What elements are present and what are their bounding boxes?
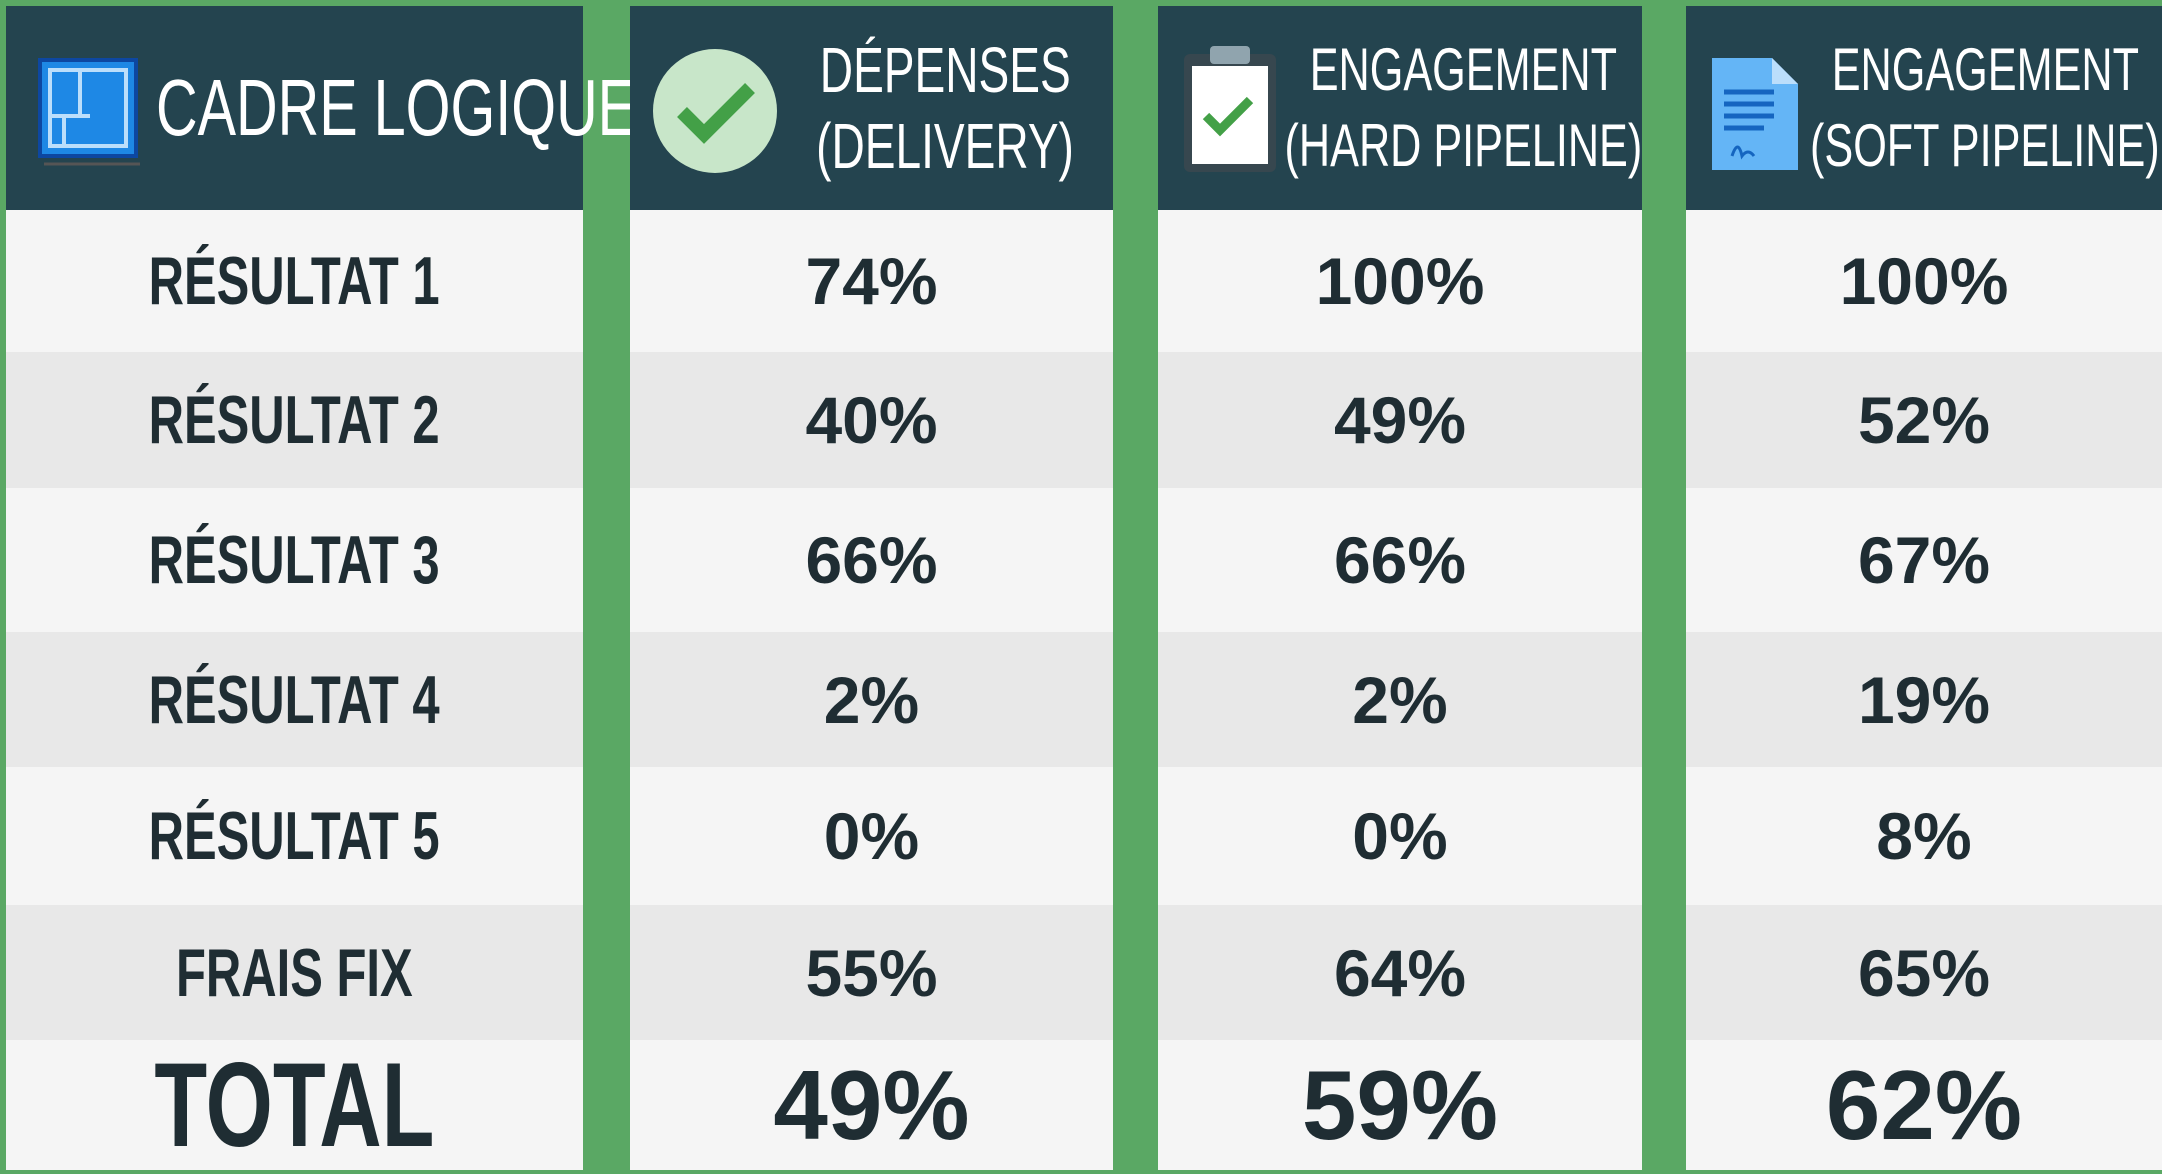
value-text: 0% (1352, 799, 1448, 873)
header-title: CADRE LOGIQUE (156, 63, 637, 152)
table-cell: 74% (630, 210, 1113, 352)
table-cell: 2% (1158, 632, 1642, 767)
table-cell: 52% (1686, 352, 2162, 488)
value-text: 40% (805, 383, 938, 457)
value-text: 66% (805, 523, 938, 597)
table-cell: RÉSULTAT 2 (6, 352, 583, 488)
table-cell: 64% (1158, 905, 1642, 1040)
header-subtitle: (DELIVERY) (816, 110, 1074, 182)
value-text: 8% (1876, 799, 1972, 873)
value-text: 65% (1857, 935, 1991, 1010)
value-text: 74% (805, 244, 938, 318)
value-text: 49% (773, 1049, 970, 1160)
table-cell: RÉSULTAT 5 (6, 767, 583, 905)
header-cell: DÉPENSES (DELIVERY) (630, 6, 1113, 210)
table-cell: 2% (630, 632, 1113, 767)
check-icon (653, 49, 777, 173)
row-label: RÉSULTAT 4 (148, 661, 441, 738)
value-text: 2% (823, 662, 920, 737)
table-cell: 67% (1686, 488, 2162, 632)
table-cell: 59% (1158, 1040, 1642, 1170)
value-text: 66% (1333, 523, 1467, 597)
row-label: RÉSULTAT 2 (148, 382, 441, 458)
table-cell: RÉSULTAT 3 (6, 488, 583, 632)
value-text: 100% (1839, 244, 2009, 318)
row-label: TOTAL (154, 1038, 435, 1172)
table-cell: 49% (1158, 352, 1642, 488)
value-text: 19% (1857, 662, 1991, 737)
value-text: 0% (823, 799, 920, 873)
table-cell: 8% (1686, 767, 2162, 905)
value-text: 100% (1315, 244, 1485, 318)
clipboard-icon (1184, 46, 1276, 172)
table-cell: 66% (630, 488, 1113, 632)
header-title: DÉPENSES (819, 34, 1071, 106)
row-label: FRAIS FIX (176, 934, 413, 1011)
value-text: 55% (805, 935, 938, 1010)
value-text: 2% (1352, 662, 1448, 737)
table-cell: 100% (1686, 210, 2162, 352)
row-label: RÉSULTAT 1 (148, 243, 441, 319)
value-text: 67% (1857, 523, 1991, 597)
table-cell: 100% (1158, 210, 1642, 352)
table-cell: 55% (630, 905, 1113, 1040)
table-cell: 49% (630, 1040, 1113, 1170)
table-cell: 0% (1158, 767, 1642, 905)
header-title: ENGAGEMENT (1309, 36, 1617, 103)
blueprint-icon (38, 58, 140, 166)
header-cell: ENGAGEMENT (HARD PIPELINE) (1158, 6, 1642, 210)
table-cell: 40% (630, 352, 1113, 488)
row-label: RÉSULTAT 3 (148, 522, 441, 598)
table-cell: RÉSULTAT 4 (6, 632, 583, 767)
document-icon (1712, 58, 1798, 170)
table-cell: 19% (1686, 632, 2162, 767)
table-cell: RÉSULTAT 1 (6, 210, 583, 352)
table-cell: 66% (1158, 488, 1642, 632)
header-cell: ENGAGEMENT (SOFT PIPELINE) (1686, 6, 2162, 210)
header-subtitle: (SOFT PIPELINE) (1810, 112, 2160, 179)
value-text: 49% (1333, 383, 1467, 457)
header-cell: CADRE LOGIQUE (6, 6, 636, 210)
header-title: ENGAGEMENT (1831, 36, 2139, 103)
value-text: 52% (1857, 383, 1991, 457)
table-cell: 65% (1686, 905, 2162, 1040)
header-subtitle: (HARD PIPELINE) (1284, 112, 1642, 179)
table-cell: TOTAL (6, 1038, 583, 1172)
table-cell: 0% (630, 767, 1113, 905)
row-label: RÉSULTAT 5 (148, 798, 441, 874)
table-cell: 62% (1686, 1040, 2162, 1170)
value-text: 62% (1825, 1049, 2023, 1160)
value-text: 64% (1333, 935, 1467, 1010)
table-cell: FRAIS FIX (6, 905, 583, 1040)
value-text: 59% (1301, 1049, 1499, 1160)
